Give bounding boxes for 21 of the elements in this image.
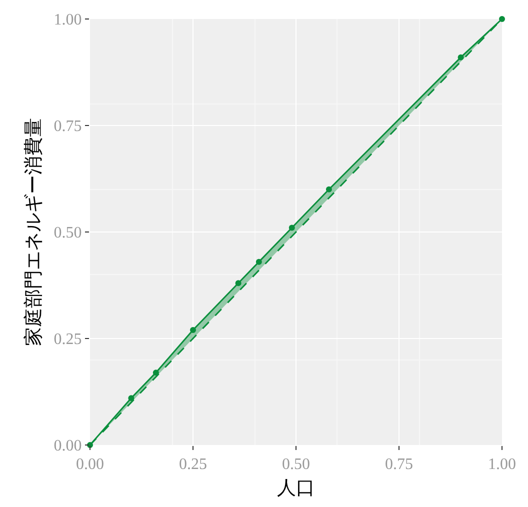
y-tick-label: 1.00 [54, 12, 82, 29]
point [288, 224, 295, 231]
y-tick-label: 0.50 [54, 224, 82, 242]
x-tick-label: 0.50 [282, 456, 310, 474]
y-tick-label: 0.25 [54, 331, 82, 348]
point [256, 258, 262, 265]
x-tick-label: 1.00 [488, 456, 516, 474]
point [235, 280, 242, 286]
x-tick-label: 0.75 [385, 456, 413, 474]
point [190, 326, 196, 333]
point [152, 370, 159, 376]
x-tick-label: 0.25 [179, 456, 207, 474]
y-tick-label: 0.75 [54, 118, 82, 136]
point [128, 395, 134, 402]
x-tick-label: 0.00 [76, 456, 104, 474]
point [326, 186, 332, 192]
y-axis-title: 家庭部門エネルギー消費量 [22, 118, 45, 346]
point [458, 54, 464, 60]
x-axis-title: 人口 [277, 478, 315, 499]
point [499, 16, 505, 22]
y-tick-label: 0.00 [54, 438, 82, 455]
